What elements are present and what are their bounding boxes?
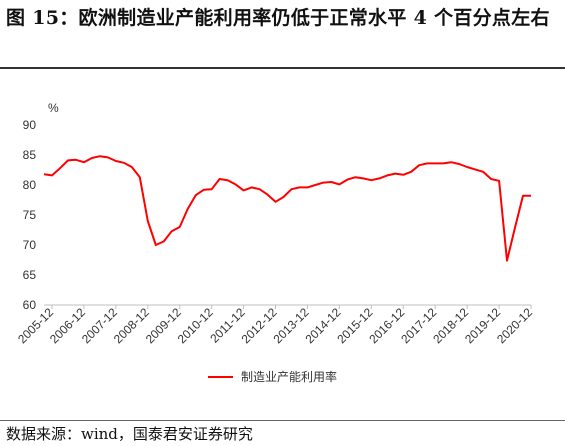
- y-tick-label: 85: [23, 148, 37, 162]
- x-axis-ticks: 2005-122006-122007-122008-122009-122010-…: [15, 305, 535, 346]
- source-note: 数据来源：wind，国泰君安证券研究: [6, 425, 253, 443]
- y-tick-label: 80: [23, 178, 37, 192]
- series-line-capacity-utilization: [43, 155, 531, 262]
- y-tick-label: 65: [23, 268, 37, 282]
- legend-label-capacity-utilization: 制造业产能利用率: [241, 369, 337, 384]
- series-group: [43, 155, 531, 262]
- x-tick-label: 2020-12: [494, 305, 535, 346]
- figure-title: 图 15：欧洲制造业产能利用率仍低于正常水平 4 个百分点左右: [6, 7, 550, 29]
- y-tick-label: 70: [23, 238, 37, 252]
- y-tick-label: 75: [23, 208, 37, 222]
- line-chart: % 60 65 70 75 80 85 90 2005-122006-122007-1220…: [15, 101, 535, 384]
- source-divider: [0, 420, 565, 421]
- y-axis-ticks: 60 65 70 75 80 85 90: [23, 118, 37, 312]
- legend: 制造业产能利用率: [208, 369, 337, 384]
- title-divider: [0, 67, 565, 69]
- x-tick-label: 2010-12: [175, 305, 216, 346]
- y-tick-label: 90: [23, 118, 37, 132]
- y-axis-unit-label: %: [48, 101, 59, 115]
- y-tick-label: 60: [23, 298, 37, 312]
